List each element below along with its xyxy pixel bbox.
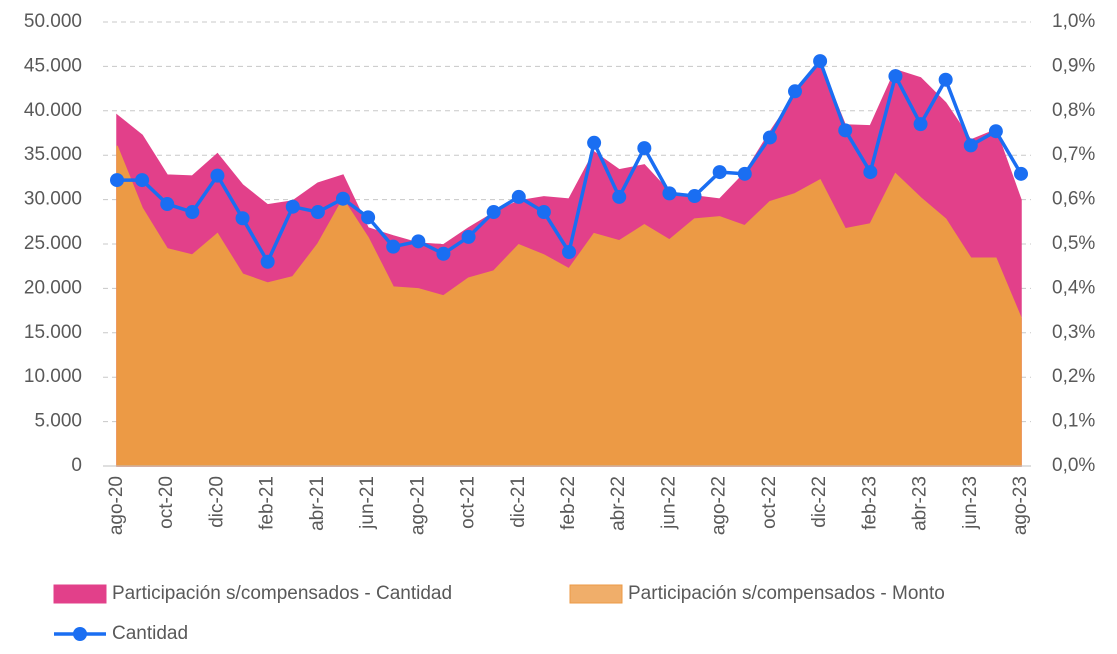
x-tick-label: abr-23 — [910, 476, 931, 531]
marker — [587, 135, 602, 150]
area — [116, 145, 1022, 467]
marker — [662, 186, 677, 201]
x-tick-label: oct-22 — [759, 476, 780, 529]
marker — [486, 205, 501, 220]
y-tick-label: 10.000 — [24, 366, 82, 387]
marker — [938, 72, 953, 87]
y-tick-label: 25.000 — [24, 233, 82, 254]
marker — [361, 210, 376, 225]
y2-tick-label: 0,7% — [1052, 144, 1095, 165]
legend-swatch — [53, 584, 107, 604]
marker — [737, 166, 752, 181]
x-tick-label: jun-22 — [658, 476, 679, 530]
x-tick-label: ago-22 — [709, 476, 730, 535]
y2-tick-label: 0,5% — [1052, 233, 1095, 254]
y2-tick-label: 0,0% — [1052, 455, 1095, 476]
x-tick-label: abr-21 — [307, 476, 328, 531]
marker — [461, 229, 476, 244]
x-tick-label: feb-23 — [859, 476, 880, 530]
y-tick-label: 45.000 — [24, 55, 82, 76]
y-tick-label: 5.000 — [34, 411, 82, 432]
marker — [210, 168, 225, 183]
legend-label: Participación s/compensados - Cantidad — [112, 583, 452, 604]
legend-swatch — [569, 584, 623, 604]
x-tick-label: ago-23 — [1010, 476, 1031, 535]
marker — [436, 246, 451, 261]
marker — [988, 124, 1003, 139]
y2-tick-label: 0,3% — [1052, 322, 1095, 343]
marker — [788, 84, 802, 99]
y-tick-label: 0 — [71, 455, 82, 476]
x-tick-label: dic-22 — [809, 476, 830, 528]
marker — [687, 189, 702, 204]
x-tick-label: ago-21 — [407, 476, 428, 535]
y2-tick-label: 0,4% — [1052, 277, 1095, 298]
y2-tick-label: 0,9% — [1052, 55, 1095, 76]
x-tick-label: feb-22 — [558, 476, 579, 530]
y2-tick-label: 0,2% — [1052, 366, 1095, 387]
marker — [110, 173, 124, 188]
x-tick-label: feb-21 — [257, 476, 278, 530]
marker — [386, 239, 401, 254]
marker — [185, 205, 200, 220]
legend-label: Participación s/compensados - Monto — [628, 583, 945, 604]
y2-tick-label: 1,0% — [1052, 11, 1095, 32]
y2-tick-label: 0,6% — [1052, 189, 1095, 210]
x-tick-label: dic-20 — [206, 476, 227, 528]
marker — [838, 123, 853, 138]
y-tick-label: 35.000 — [24, 144, 82, 165]
y2-tick-label: 0,1% — [1052, 411, 1095, 432]
marker — [963, 138, 978, 153]
marker — [310, 205, 325, 220]
y-tick-label: 30.000 — [24, 189, 82, 210]
x-tick-label: jun-23 — [960, 476, 981, 530]
x-tick-label: oct-21 — [458, 476, 479, 529]
marker — [285, 199, 300, 214]
marker — [411, 234, 426, 249]
y-tick-label: 50.000 — [24, 11, 82, 32]
marker — [612, 189, 627, 204]
x-tick-label: ago-20 — [106, 476, 127, 535]
legend-swatch — [73, 627, 87, 641]
marker — [863, 165, 878, 180]
marker — [160, 197, 175, 212]
legend-label: Cantidad — [112, 623, 188, 644]
marker — [336, 191, 350, 206]
marker — [888, 69, 903, 84]
marker — [712, 165, 727, 180]
x-tick-label: jun-21 — [357, 476, 378, 530]
marker — [637, 141, 652, 156]
marker — [536, 205, 551, 220]
y-tick-label: 20.000 — [24, 277, 82, 298]
marker — [562, 244, 576, 259]
marker — [762, 130, 777, 145]
marker — [913, 117, 928, 132]
marker — [135, 173, 150, 188]
x-tick-label: oct-20 — [156, 476, 177, 529]
y-tick-label: 40.000 — [24, 100, 82, 121]
marker — [813, 54, 828, 69]
marker — [260, 254, 275, 269]
y-tick-label: 15.000 — [24, 322, 82, 343]
x-tick-label: abr-22 — [608, 476, 629, 531]
marker — [235, 211, 250, 226]
x-tick-label: dic-21 — [508, 476, 529, 528]
marker — [1014, 166, 1028, 181]
y2-tick-label: 0,8% — [1052, 100, 1095, 121]
marker — [511, 189, 526, 204]
